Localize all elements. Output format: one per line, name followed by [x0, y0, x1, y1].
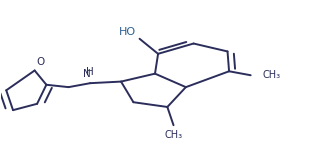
Text: N: N: [82, 69, 90, 79]
Text: O: O: [37, 57, 45, 67]
Text: CH₃: CH₃: [262, 70, 281, 80]
Text: HO: HO: [119, 27, 136, 37]
Text: CH₃: CH₃: [164, 130, 183, 140]
Text: H: H: [86, 67, 94, 77]
